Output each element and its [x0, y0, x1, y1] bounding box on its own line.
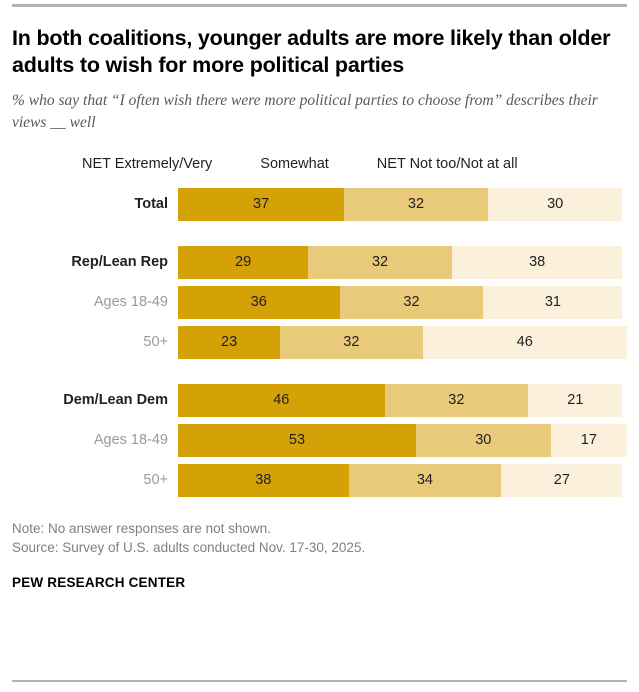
bar-segment-series-2[interactable]: 46: [422, 325, 627, 359]
legend-swatch-icon-series-1: [242, 158, 253, 169]
bar-segment-value: 38: [255, 472, 272, 489]
bar-segment-value: 32: [403, 294, 420, 311]
chart-note: Note: No answer responses are not shown.: [12, 520, 271, 536]
legend-label-series-2: NET Not too/Not at all: [376, 155, 518, 172]
legend-item-net-not-too-not-at-all[interactable]: NET Not too/Not at all: [359, 156, 518, 172]
legend-item-somewhat[interactable]: Somewhat: [242, 156, 329, 172]
bar-segment-series-2[interactable]: 27: [501, 463, 623, 497]
bar-row[interactable]: Dem/Lean Dem 46 32 21: [12, 383, 627, 417]
bar-segment-series-0[interactable]: 29: [178, 245, 309, 279]
bar-segment-series-0[interactable]: 36: [178, 285, 340, 319]
bar-segment-value: 36: [250, 294, 267, 311]
bar-track: 29 32 38: [178, 245, 627, 279]
pew-research-center-brand: PEW RESEARCH CENTER: [12, 574, 186, 590]
bar-segment-value: 32: [407, 196, 425, 213]
bar-track: 38 34 27: [178, 463, 627, 497]
bar-segment-value: 29: [235, 254, 252, 271]
bar-segment-series-0[interactable]: 23: [178, 325, 281, 359]
legend-label-series-1: Somewhat: [260, 155, 329, 172]
bar-row[interactable]: Ages 18-49 36 32 31: [12, 285, 627, 319]
bar-group-total: Total 37 32 30: [12, 187, 627, 221]
bar-row-label: 50+: [143, 472, 168, 489]
bar-segment-value: 17: [580, 432, 597, 449]
bar-row-label: Dem/Lean Dem: [63, 392, 168, 409]
bar-segment-series-1[interactable]: 32: [344, 187, 488, 221]
bar-segment-series-2[interactable]: 30: [487, 187, 623, 221]
bar-row[interactable]: Total 37 32 30: [12, 187, 627, 221]
bar-row-label: Ages 18-49: [93, 294, 168, 311]
bar-segment-series-0[interactable]: 46: [178, 383, 385, 417]
bar-segment-value: 46: [273, 392, 290, 409]
bar-segment-value: 21: [567, 392, 584, 409]
bar-segment-value: 30: [475, 432, 492, 449]
bar-group-republican: Rep/Lean Rep 29 32 38 Ages 18-49 36 32 31 50+ 23 3…: [12, 245, 627, 359]
bar-segment-series-1[interactable]: 32: [339, 285, 484, 319]
bar-row-label: Ages 18-49: [93, 432, 168, 449]
bar-row-label: 50+: [143, 334, 168, 351]
chart-source: Source: Survey of U.S. adults conducted …: [12, 540, 366, 556]
bar-segment-value: 38: [529, 254, 546, 271]
bar-row-label: Total: [134, 196, 168, 213]
bar-segment-value: 32: [343, 334, 360, 351]
bar-row-label: Rep/Lean Rep: [71, 254, 168, 271]
bar-track: 36 32 31: [178, 285, 627, 319]
stacked-bar-plot: Total 37 32 30 Rep/Lean Rep 29 32 38 Ages 18-49 3…: [12, 187, 627, 497]
bar-track: 53 30 17: [178, 423, 627, 457]
bottom-rule: [12, 680, 627, 682]
bar-group-democrat: Dem/Lean Dem 46 32 21 Ages 18-49 53 30 17 50+ 38 3…: [12, 383, 627, 497]
bar-segment-value: 34: [416, 472, 433, 489]
chart-legend: NET Extremely/Very Somewhat NET Not too/…: [64, 156, 627, 172]
top-rule: [12, 4, 627, 7]
legend-swatch-icon-series-2: [359, 158, 370, 169]
chart-subtitle: % who say that “I often wish there were …: [12, 91, 598, 131]
bar-track: 46 32 21: [178, 383, 627, 417]
pew-chart-card: In both coalitions, younger adults are m…: [0, 4, 639, 692]
chart-footnotes: Note: No answer responses are not shown.…: [12, 519, 627, 558]
bar-segment-series-1[interactable]: 32: [280, 325, 423, 359]
bar-segment-value: 23: [221, 334, 238, 351]
bar-track: 23 32 46: [178, 325, 627, 359]
page-title: In both coalitions, younger adults are m…: [12, 26, 611, 77]
bar-segment-series-1[interactable]: 32: [384, 383, 529, 417]
bar-segment-series-2[interactable]: 38: [451, 245, 623, 279]
legend-item-net-extremely-very[interactable]: NET Extremely/Very: [64, 156, 212, 172]
bar-segment-series-2[interactable]: 31: [483, 285, 623, 319]
bar-segment-value: 31: [544, 294, 561, 311]
bar-segment-value: 30: [547, 196, 564, 213]
bar-segment-series-1[interactable]: 32: [308, 245, 452, 279]
bar-segment-series-0[interactable]: 38: [178, 463, 349, 497]
bar-segment-series-0[interactable]: 53: [178, 423, 416, 457]
bar-segment-series-2[interactable]: 21: [528, 383, 623, 417]
bar-segment-series-0[interactable]: 37: [178, 187, 345, 221]
bar-row[interactable]: Ages 18-49 53 30 17: [12, 423, 627, 457]
bar-segment-series-2[interactable]: 17: [550, 423, 627, 457]
legend-swatch-icon-series-0: [64, 158, 75, 169]
bar-segment-value: 32: [448, 392, 465, 409]
legend-label-series-0: NET Extremely/Very: [82, 155, 213, 172]
bar-segment-value: 27: [553, 472, 570, 489]
bar-row[interactable]: Rep/Lean Rep 29 32 38: [12, 245, 627, 279]
bar-segment-value: 32: [371, 254, 389, 271]
bar-segment-series-1[interactable]: 30: [415, 423, 551, 457]
bar-row[interactable]: 50+ 23 32 46: [12, 325, 627, 359]
bar-segment-value: 37: [252, 196, 270, 213]
bar-segment-series-1[interactable]: 34: [348, 463, 502, 497]
bar-segment-value: 46: [516, 334, 533, 351]
bar-row[interactable]: 50+ 38 34 27: [12, 463, 627, 497]
bar-segment-value: 53: [288, 432, 306, 449]
bar-track: 37 32 30: [178, 187, 627, 221]
